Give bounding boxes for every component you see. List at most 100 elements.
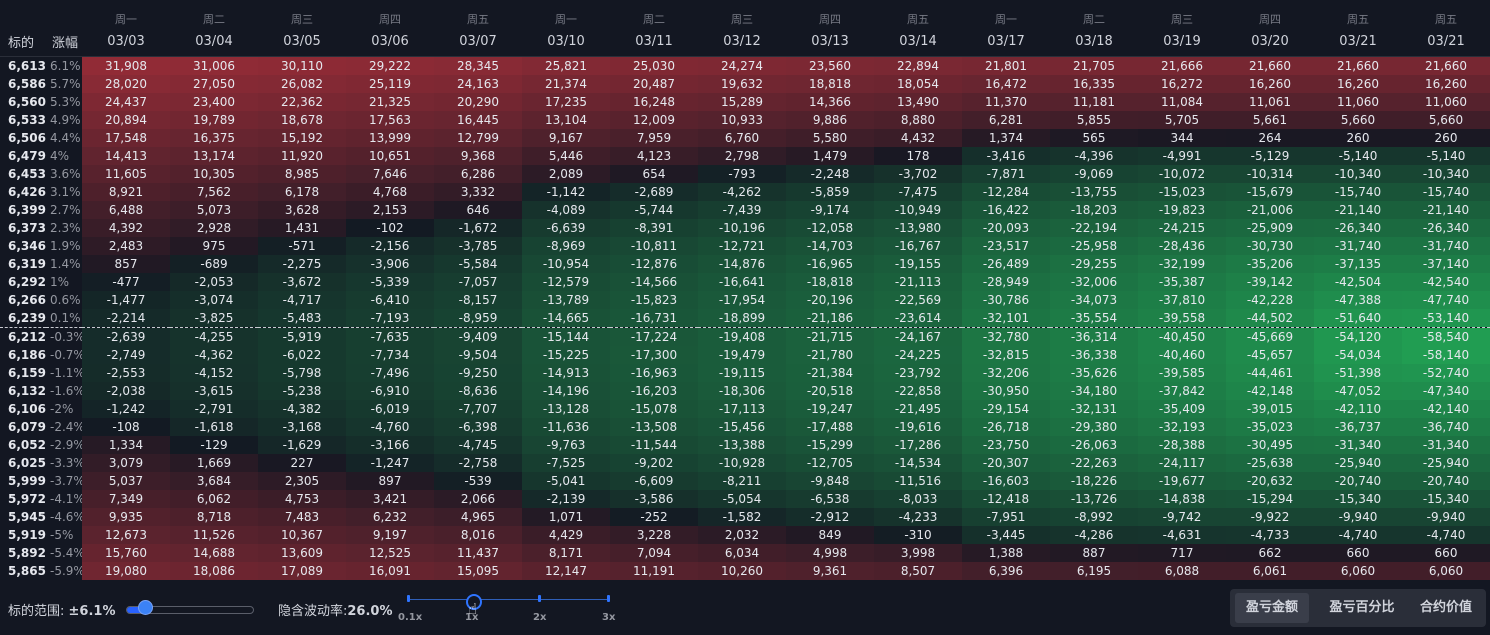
pnl-cell[interactable]: -10,949 bbox=[874, 201, 962, 219]
pnl-cell[interactable]: -16,422 bbox=[962, 201, 1050, 219]
pnl-cell[interactable]: -6,398 bbox=[434, 418, 522, 436]
pnl-cell[interactable]: 16,375 bbox=[170, 129, 258, 147]
pnl-cell[interactable]: -2,156 bbox=[346, 237, 434, 255]
pnl-cell[interactable]: -16,963 bbox=[610, 364, 698, 382]
pnl-cell[interactable]: 897 bbox=[346, 472, 434, 490]
pnl-cell[interactable]: 4,432 bbox=[874, 129, 962, 147]
table-row[interactable]: 5,972 -4.1% 7,349 6,062 4,753 3,421 2,066 -2,13… bbox=[0, 490, 1490, 508]
pnl-cell[interactable]: -32,131 bbox=[1050, 400, 1138, 418]
table-row[interactable]: 6,212 -0.3% -2,639 -4,255 -5,919 -7,635 -9,409… bbox=[0, 327, 1490, 346]
pnl-cell[interactable]: -2,758 bbox=[434, 454, 522, 472]
pnl-cell[interactable]: 18,086 bbox=[170, 562, 258, 580]
pnl-cell[interactable]: -17,113 bbox=[698, 400, 786, 418]
pnl-cell[interactable]: -21,113 bbox=[874, 273, 962, 291]
pnl-cell[interactable]: -16,203 bbox=[610, 382, 698, 400]
pnl-cell[interactable]: 9,935 bbox=[82, 508, 170, 526]
pnl-cell[interactable]: 22,362 bbox=[258, 93, 346, 111]
pnl-cell[interactable]: -4,717 bbox=[258, 291, 346, 309]
iv-tick-mark[interactable] bbox=[407, 595, 410, 602]
pnl-cell[interactable]: -2,912 bbox=[786, 508, 874, 526]
pnl-cell[interactable]: 15,760 bbox=[82, 544, 170, 562]
pnl-cell[interactable]: -9,174 bbox=[786, 201, 874, 219]
pnl-cell[interactable]: -39,142 bbox=[1226, 273, 1314, 291]
table-row[interactable]: 6,613 6.1% 31,908 31,006 30,110 29,222 28,345 2… bbox=[0, 56, 1490, 75]
pnl-cell[interactable]: 21,705 bbox=[1050, 56, 1138, 75]
table-row[interactable]: 6,239 0.1% -2,214 -3,825 -5,483 -7,193 -8,959-… bbox=[0, 309, 1490, 328]
pnl-cell[interactable]: 14,413 bbox=[82, 147, 170, 165]
pnl-cell[interactable]: -4,362 bbox=[170, 346, 258, 364]
pnl-cell[interactable]: -10,954 bbox=[522, 255, 610, 273]
pnl-cell[interactable]: -25,940 bbox=[1314, 454, 1402, 472]
pnl-cell[interactable]: 10,933 bbox=[698, 111, 786, 129]
pnl-cell[interactable]: -3,166 bbox=[346, 436, 434, 454]
pnl-cell[interactable]: 17,089 bbox=[258, 562, 346, 580]
pnl-cell[interactable]: 25,821 bbox=[522, 56, 610, 75]
pnl-cell[interactable]: 8,016 bbox=[434, 526, 522, 544]
pnl-cell[interactable]: -1,142 bbox=[522, 183, 610, 201]
pnl-cell[interactable]: 4,998 bbox=[786, 544, 874, 562]
pnl-cell[interactable]: 1,431 bbox=[258, 219, 346, 237]
pnl-cell[interactable]: 8,880 bbox=[874, 111, 962, 129]
pnl-cell[interactable]: -37,842 bbox=[1138, 382, 1226, 400]
pnl-cell[interactable]: -15,225 bbox=[522, 346, 610, 364]
pnl-cell[interactable]: 9,368 bbox=[434, 147, 522, 165]
pnl-cell[interactable]: -3,672 bbox=[258, 273, 346, 291]
pnl-cell[interactable]: 6,060 bbox=[1314, 562, 1402, 580]
pnl-cell[interactable]: 344 bbox=[1138, 129, 1226, 147]
pnl-cell[interactable]: -17,488 bbox=[786, 418, 874, 436]
pnl-cell[interactable]: -13,980 bbox=[874, 219, 962, 237]
pnl-cell[interactable]: -34,073 bbox=[1050, 291, 1138, 309]
pnl-cell[interactable]: 4,123 bbox=[610, 147, 698, 165]
table-row[interactable]: 6,399 2.7% 6,488 5,073 3,628 2,153 646 -4,089 -5… bbox=[0, 201, 1490, 219]
pnl-cell[interactable]: -20,740 bbox=[1402, 472, 1490, 490]
pnl-cell[interactable]: -1,582 bbox=[698, 508, 786, 526]
pnl-cell[interactable]: 3,628 bbox=[258, 201, 346, 219]
pnl-cell[interactable]: -20,632 bbox=[1226, 472, 1314, 490]
pnl-cell[interactable]: 11,605 bbox=[82, 165, 170, 183]
pnl-cell[interactable]: -8,959 bbox=[434, 309, 522, 328]
pnl-cell[interactable]: 11,181 bbox=[1050, 93, 1138, 111]
pnl-cell[interactable]: -19,823 bbox=[1138, 201, 1226, 219]
pnl-cell[interactable]: -16,731 bbox=[610, 309, 698, 328]
pnl-cell[interactable]: -51,640 bbox=[1314, 309, 1402, 328]
pnl-cell[interactable]: -22,858 bbox=[874, 382, 962, 400]
table-row[interactable]: 5,919 -5% 12,673 11,526 10,367 9,197 8,016 4,42… bbox=[0, 526, 1490, 544]
pnl-cell[interactable]: 6,488 bbox=[82, 201, 170, 219]
pnl-cell[interactable]: -5,339 bbox=[346, 273, 434, 291]
pnl-cell[interactable]: -12,284 bbox=[962, 183, 1050, 201]
pnl-cell[interactable]: -3,445 bbox=[962, 526, 1050, 544]
pnl-cell[interactable]: -16,767 bbox=[874, 237, 962, 255]
pnl-cell[interactable]: -12,705 bbox=[786, 454, 874, 472]
pnl-cell[interactable]: 12,799 bbox=[434, 129, 522, 147]
pnl-cell[interactable]: -14,876 bbox=[698, 255, 786, 273]
pnl-cell[interactable]: 260 bbox=[1402, 129, 1490, 147]
pnl-cell[interactable]: -5,054 bbox=[698, 490, 786, 508]
pnl-cell[interactable]: 5,660 bbox=[1402, 111, 1490, 129]
pnl-cell[interactable]: -10,811 bbox=[610, 237, 698, 255]
pnl-cell[interactable]: -19,408 bbox=[698, 327, 786, 346]
pnl-cell[interactable]: -539 bbox=[434, 472, 522, 490]
pnl-cell[interactable]: 20,290 bbox=[434, 93, 522, 111]
pnl-cell[interactable]: -37,140 bbox=[1402, 255, 1490, 273]
pnl-cell[interactable]: -28,436 bbox=[1138, 237, 1226, 255]
pnl-cell[interactable]: -21,140 bbox=[1402, 201, 1490, 219]
pnl-cell[interactable]: 11,920 bbox=[258, 147, 346, 165]
pnl-cell[interactable]: 1,374 bbox=[962, 129, 1050, 147]
pnl-cell[interactable]: -8,992 bbox=[1050, 508, 1138, 526]
pnl-cell[interactable]: 887 bbox=[1050, 544, 1138, 562]
table-row[interactable]: 6,479 4% 14,413 13,174 11,920 10,651 9,368 5,44… bbox=[0, 147, 1490, 165]
pnl-cell[interactable]: -11,544 bbox=[610, 436, 698, 454]
pnl-cell[interactable]: 3,079 bbox=[82, 454, 170, 472]
pnl-cell[interactable]: 2,928 bbox=[170, 219, 258, 237]
pnl-cell[interactable]: 11,370 bbox=[962, 93, 1050, 111]
pnl-cell[interactable]: 16,445 bbox=[434, 111, 522, 129]
pnl-cell[interactable]: 717 bbox=[1138, 544, 1226, 562]
pnl-cell[interactable]: 8,718 bbox=[170, 508, 258, 526]
pnl-cell[interactable]: 7,562 bbox=[170, 183, 258, 201]
pnl-cell[interactable]: -22,263 bbox=[1050, 454, 1138, 472]
pnl-cell[interactable]: 14,366 bbox=[786, 93, 874, 111]
pnl-cell[interactable]: -30,786 bbox=[962, 291, 1050, 309]
pnl-cell[interactable]: -1,247 bbox=[346, 454, 434, 472]
pnl-cell[interactable]: -32,780 bbox=[962, 327, 1050, 346]
pnl-cell[interactable]: -42,228 bbox=[1226, 291, 1314, 309]
